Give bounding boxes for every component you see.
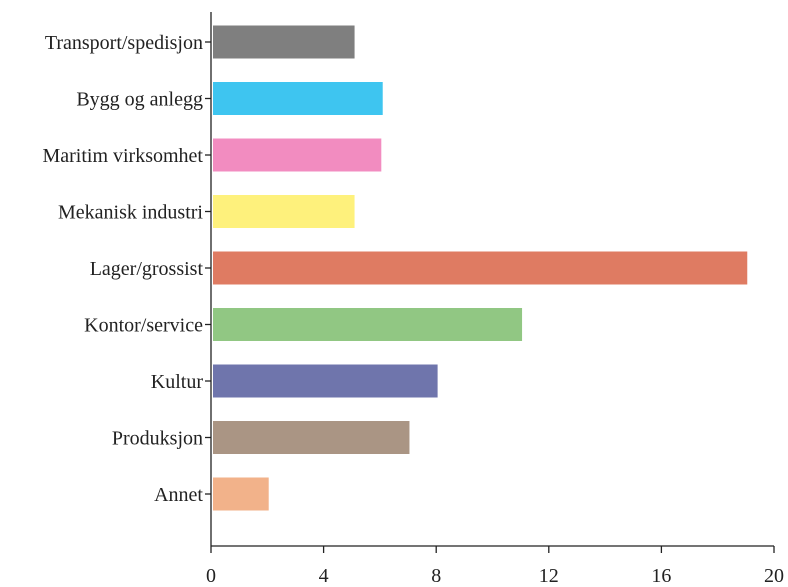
category-label-1: Bygg og anlegg	[76, 89, 203, 111]
x-tick-label-5: 20	[764, 565, 784, 587]
x-tick-label-3: 12	[539, 565, 559, 587]
bar-8	[213, 477, 269, 511]
bar-3	[213, 195, 355, 228]
category-label-2: Maritim virksomhet	[42, 145, 203, 167]
axes	[210, 12, 774, 547]
x-tick-label-0: 0	[206, 565, 216, 587]
bar-5	[213, 308, 523, 341]
category-labels: Transport/spedisjon Bygg og anlegg Maritim…	[42, 32, 211, 506]
category-label-4: Lager/grossist	[90, 258, 204, 280]
x-ticks: 0 4 8 12 16 20	[206, 546, 784, 587]
bar-1	[213, 82, 383, 115]
x-tick-label-4: 16	[651, 565, 671, 587]
category-label-6: Kultur	[151, 371, 204, 393]
bar-4	[213, 251, 748, 285]
category-label-8: Annet	[154, 484, 203, 506]
x-tick-label-2: 8	[431, 565, 441, 587]
bar-6	[213, 364, 438, 398]
category-label-5: Kontor/service	[84, 315, 203, 337]
category-label-3: Mekanisk industri	[58, 202, 203, 224]
x-tick-label-1: 4	[319, 565, 329, 587]
bar-7	[213, 421, 410, 454]
bar-2	[213, 138, 382, 172]
bars-group	[213, 25, 748, 511]
category-label-7: Produksjon	[112, 428, 203, 450]
bar-0	[213, 25, 355, 59]
category-label-0: Transport/spedisjon	[45, 32, 203, 54]
